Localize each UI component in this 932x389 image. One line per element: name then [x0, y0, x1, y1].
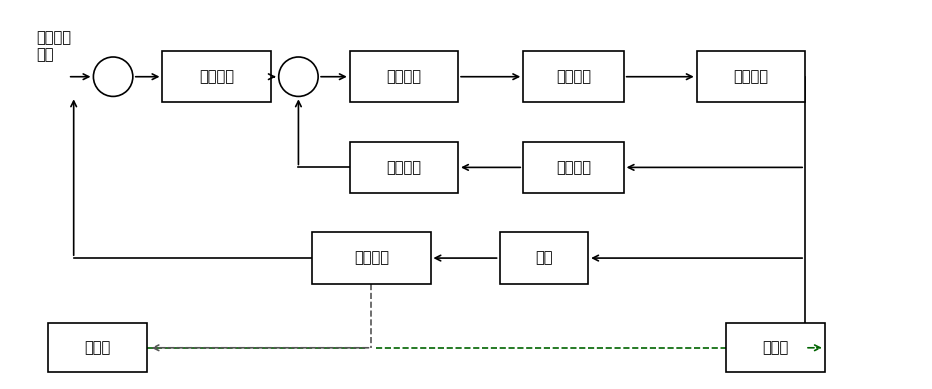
Circle shape: [279, 57, 318, 96]
Text: 调整系数: 调整系数: [387, 160, 421, 175]
Bar: [350, 51, 459, 102]
Circle shape: [93, 57, 133, 96]
Bar: [162, 51, 271, 102]
Bar: [696, 51, 805, 102]
Bar: [523, 142, 624, 193]
Text: 测速电机: 测速电机: [556, 160, 591, 175]
Bar: [312, 233, 431, 284]
Text: 电位器: 电位器: [762, 340, 788, 355]
Text: 笔录仪: 笔录仪: [84, 340, 111, 355]
Text: 减速齿轮: 减速齿轮: [733, 69, 768, 84]
Text: 伺服电机: 伺服电机: [556, 69, 591, 84]
Text: 陀螺解调: 陀螺解调: [354, 251, 389, 266]
Text: 雷达误差
信号: 雷达误差 信号: [36, 30, 71, 62]
Bar: [48, 323, 146, 372]
Bar: [500, 233, 588, 284]
Bar: [350, 142, 459, 193]
Bar: [523, 51, 624, 102]
Text: 陀螺: 陀螺: [535, 251, 553, 266]
Text: 校正放大: 校正放大: [199, 69, 234, 84]
Text: 功率放大: 功率放大: [387, 69, 421, 84]
Bar: [726, 323, 825, 372]
